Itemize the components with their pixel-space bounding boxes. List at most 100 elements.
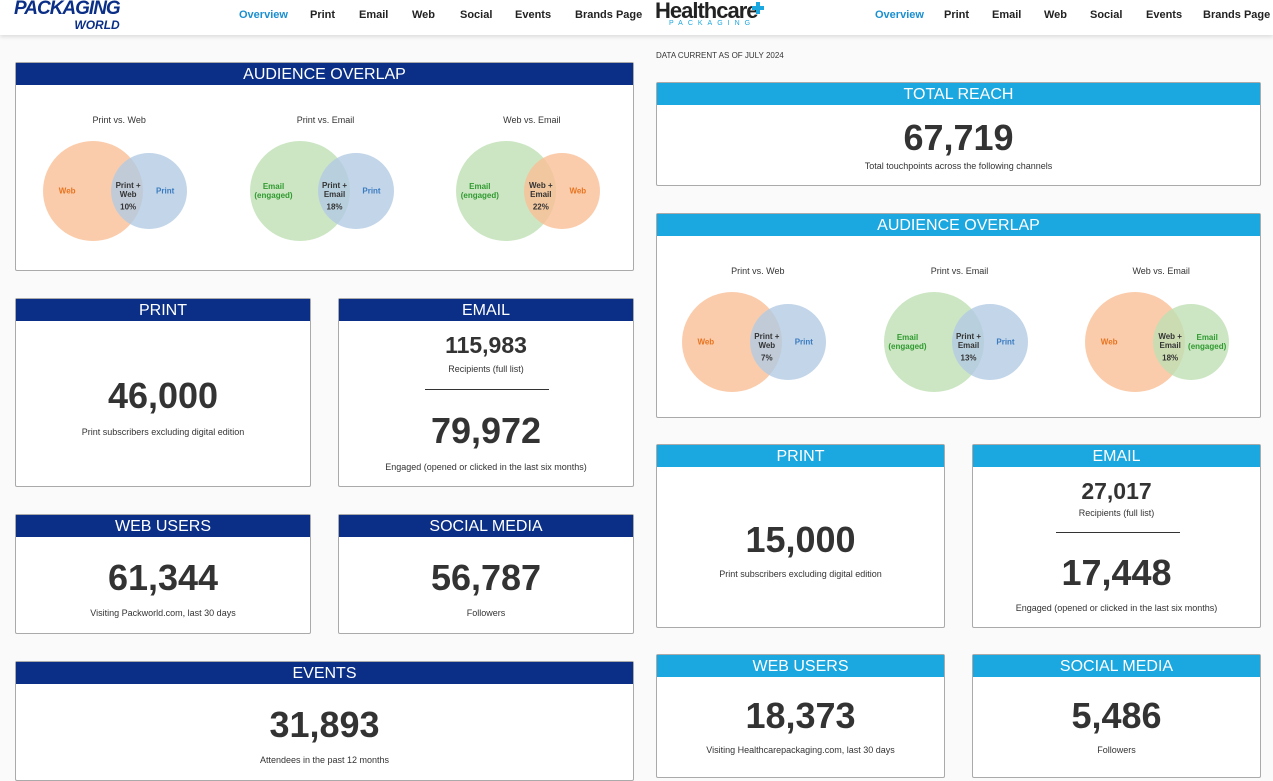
nav-link[interactable]: Print [944,9,970,21]
divider [1055,532,1180,533]
nav-link[interactable]: Events [1146,9,1183,21]
nav-link[interactable]: Email [359,9,389,21]
card: EMAIL 27,017 Recipients (full list) 17,448 E… [972,444,1261,628]
venn-share: 18% [1162,353,1179,363]
card: PRINT 46,000 Print subscribers excluding d… [15,298,311,487]
venn-label: Email (engaged) [254,182,293,200]
logo-name: Healthcare [655,0,759,23]
venn-label: Print + Web [115,181,141,199]
venn-label: Print + Email [955,332,982,350]
nav-link[interactable]: Print [310,9,336,21]
nav-link[interactable]: Web [1044,9,1068,21]
metric-caption: Recipients (full list) [448,364,524,374]
venn-circle [951,304,1028,380]
metric-caption: Print subscribers excluding digital edit… [719,569,882,579]
nav-link[interactable]: Brands Page [575,9,643,21]
venn-label: Web [1100,337,1118,347]
nav-link[interactable]: Social [460,9,493,21]
venn-title: Web vs. Email [1132,266,1190,276]
venn-label: Web [58,186,76,196]
card-header: SOCIAL MEDIA [339,515,633,537]
venn-title: Print vs. Email [296,115,355,125]
logo[interactable]: PACKAGING WORLD [14,0,121,34]
metric-caption: Recipients (full list) [1078,508,1155,518]
card: WEB USERS 61,344 Visiting Packworld.com, l… [15,514,311,634]
nav-link[interactable]: Events [515,9,552,21]
nav-link[interactable]: Brands Page [1203,9,1271,21]
card-header: AUDIENCE OVERLAP [657,214,1260,236]
venn-title: Print vs. Web [731,266,785,276]
card-header: EMAIL [339,299,633,321]
card: WEB USERS 18,373 Visiting Healthcarepackag… [656,654,945,778]
card: TOTAL REACH 67,719 Total touchpoints acros… [656,82,1261,186]
card: PRINT 15,000 Print subscribers excluding d… [656,444,945,628]
card: EMAIL 115,983 Recipients (full list) 79,972… [338,298,634,487]
venn-share: 7% [761,353,773,363]
venn-label: Email (engaged) [1188,333,1227,351]
metric-value: 15,000 [745,519,856,560]
metric-caption: Visiting Healthcarepackaging.com, last 3… [706,745,895,755]
venn-label: Print + Web [754,332,780,350]
metric-caption: Followers [466,608,506,618]
metric-value: 61,344 [107,557,219,598]
card-header: EMAIL [973,445,1260,467]
card: SOCIAL MEDIA 56,787 Followers [338,514,634,634]
card-header: PRINT [16,299,310,321]
metric-caption: Engaged (opened or clicked in the last s… [1015,603,1218,613]
metric-caption: Visiting Packworld.com, last 30 days [90,608,236,618]
venn-share: 13% [960,353,977,363]
logo-name: PACKAGING [14,0,121,19]
logo-sub: PACKAGING [669,20,756,27]
logo-sub: WORLD [74,18,120,32]
metric-caption: Followers [1097,745,1136,755]
metric-value: 46,000 [107,375,219,416]
venn-title: Print vs. Web [92,115,146,125]
top-bar [0,0,1273,35]
venn-label: Web + Email [529,181,553,199]
venn-label: Print [156,186,175,196]
metric-value: 115,983 [445,332,527,358]
card: AUDIENCE OVERLAP Print vs. Web Web Print Pri… [15,62,634,271]
card: EVENTS 31,893 Attendees in the past 12 mon… [15,661,634,781]
nav-link[interactable]: Email [992,9,1022,21]
metric-value: 27,017 [1081,478,1152,504]
venn-label: Print + Email [321,181,348,199]
metric-value: 79,972 [430,410,542,451]
logo-plus [752,2,764,14]
venn-circle [1153,304,1230,380]
metric-value: 56,787 [430,557,542,598]
metric-value: 17,448 [1061,552,1172,593]
venn-share: 10% [120,202,137,212]
nav-link[interactable]: Web [412,9,436,21]
card-header: AUDIENCE OVERLAP [16,63,633,85]
venn-label: Web + Email [1158,332,1182,350]
card: AUDIENCE OVERLAP Print vs. Web Web Print Pri… [656,213,1261,418]
metric-caption: Print subscribers excluding digital edit… [81,427,245,437]
card-header: WEB USERS [657,655,944,677]
divider [425,389,549,390]
data-date: DATA CURRENT AS OF JULY 2024 [656,51,784,60]
metric-caption: Attendees in the past 12 months [259,755,390,765]
metric-value: 5,486 [1071,695,1162,736]
card-header: EVENTS [16,662,633,684]
venn-share: 22% [532,202,549,212]
venn-label: Web [569,186,587,196]
card: SOCIAL MEDIA 5,486 Followers [972,654,1261,778]
venn-share: 18% [326,202,343,212]
metric-value: 31,893 [269,704,380,745]
card-header: TOTAL REACH [657,83,1260,105]
card-header: SOCIAL MEDIA [973,655,1260,677]
venn-circle [749,304,826,380]
nav-link[interactable]: Overview [875,9,924,21]
venn-circle [317,153,394,229]
venn-circle [111,153,188,229]
venn-title: Web vs. Email [503,115,561,125]
nav-link[interactable]: Social [1090,9,1123,21]
logo[interactable]: Healthcare PACKAGING [655,0,764,28]
nav-link[interactable]: Overview [239,9,288,21]
metric-value: 67,719 [903,117,1014,158]
venn-label: Print [996,337,1015,347]
card-header: WEB USERS [16,515,310,537]
venn-title: Print vs. Email [930,266,989,276]
